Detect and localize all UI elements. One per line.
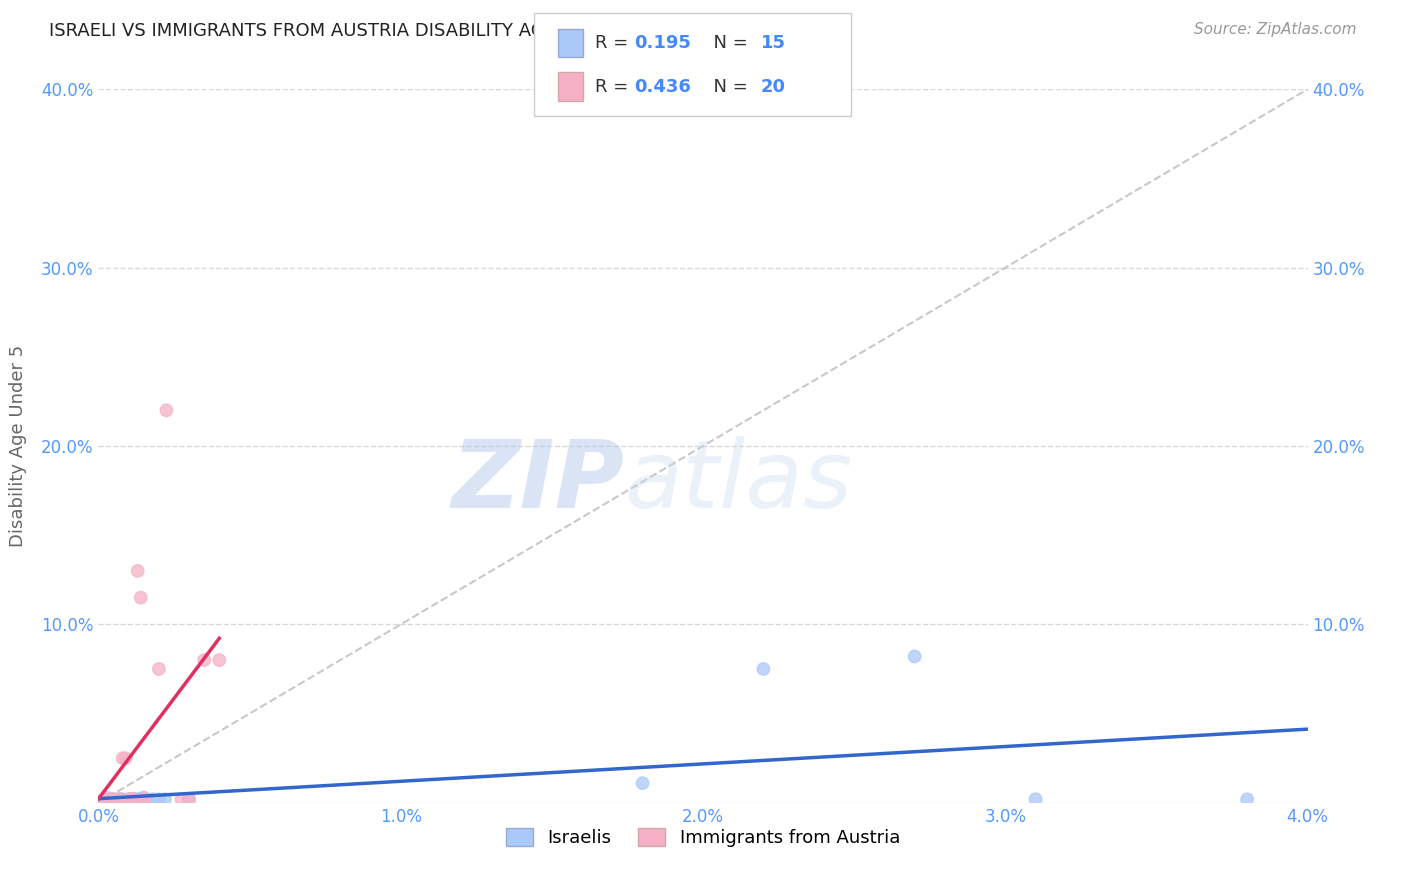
Point (118, 792, 141, 806)
Legend: Israelis, Immigrants from Austria: Israelis, Immigrants from Austria (499, 821, 907, 855)
Point (111, 751, 134, 765)
Point (118, 792, 141, 806)
Point (93, 792, 115, 806)
Text: 0.436: 0.436 (634, 78, 690, 95)
Point (100, 792, 122, 806)
Point (103, 792, 125, 806)
Point (127, 564, 149, 578)
Point (120, 792, 142, 806)
Point (122, 792, 145, 806)
Text: 20: 20 (761, 78, 786, 95)
Point (153, 792, 176, 806)
Point (132, 790, 155, 805)
Point (110, 792, 132, 806)
Point (179, 792, 201, 806)
Point (904, 649, 927, 664)
Point (128, 792, 150, 806)
Point (148, 662, 170, 676)
Point (132, 792, 155, 806)
Text: atlas: atlas (624, 436, 852, 527)
Point (170, 792, 193, 806)
Point (1236, 792, 1258, 806)
Point (129, 792, 152, 806)
Text: Source: ZipAtlas.com: Source: ZipAtlas.com (1194, 22, 1357, 37)
Point (134, 792, 156, 806)
Point (125, 792, 148, 806)
Point (124, 792, 146, 806)
Point (96, 792, 118, 806)
Point (120, 792, 142, 806)
Point (752, 662, 775, 676)
Y-axis label: Disability Age Under 5: Disability Age Under 5 (10, 345, 27, 547)
Text: R =: R = (595, 78, 634, 95)
Point (108, 792, 131, 806)
Point (208, 653, 231, 667)
Text: ISRAELI VS IMMIGRANTS FROM AUSTRIA DISABILITY AGE UNDER 5 CORRELATION CHART: ISRAELI VS IMMIGRANTS FROM AUSTRIA DISAB… (49, 22, 844, 40)
Point (114, 751, 136, 765)
Text: N =: N = (702, 34, 754, 52)
Text: 15: 15 (761, 34, 786, 52)
Point (135, 792, 157, 806)
Point (121, 792, 143, 806)
Text: 0.195: 0.195 (634, 34, 690, 52)
Text: N =: N = (702, 78, 754, 95)
Point (179, 792, 201, 806)
Point (631, 776, 654, 790)
Point (122, 792, 145, 806)
Point (103, 792, 125, 806)
Point (111, 792, 134, 806)
Point (148, 792, 170, 806)
Point (121, 792, 143, 806)
Point (1025, 792, 1047, 806)
Text: R =: R = (595, 34, 634, 52)
Text: ZIP: ZIP (451, 435, 624, 528)
Point (193, 653, 215, 667)
Point (155, 403, 177, 417)
Point (142, 792, 165, 806)
Point (108, 792, 131, 806)
Point (129, 591, 152, 605)
Point (105, 792, 128, 806)
